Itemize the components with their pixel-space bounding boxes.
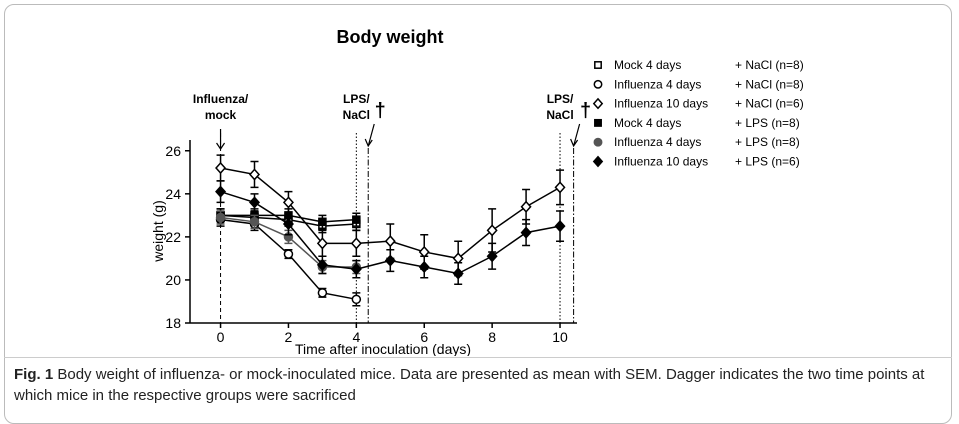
marker: [316, 237, 328, 250]
legend-marker: [593, 79, 603, 89]
marker: [352, 215, 361, 224]
marker: [351, 294, 362, 305]
x-tick-label: 10: [552, 329, 568, 345]
marker: [282, 196, 294, 209]
y-tick-label: 20: [165, 272, 181, 288]
marker: [248, 196, 261, 209]
marker: [215, 212, 226, 223]
marker: [317, 288, 328, 298]
legend-marker: [592, 97, 604, 110]
marker: [282, 217, 294, 231]
marker: [215, 185, 227, 198]
marker: [554, 219, 566, 233]
legend-label: Influenza 4 days: [614, 135, 701, 149]
legend-treatment: + LPS (n=8): [735, 135, 800, 149]
y-tick-label: 22: [165, 229, 181, 245]
x-tick-label: 6: [420, 329, 428, 345]
x-tick-label: 4: [352, 329, 360, 345]
marker: [384, 235, 396, 248]
dagger-arrow: [570, 123, 581, 148]
caption: Fig. 1 Body weight of influenza- or mock…: [14, 364, 939, 406]
marker: [318, 217, 327, 227]
marker: [486, 250, 498, 263]
annotation-arrow: [216, 129, 226, 151]
legend-treatment: + NaCl (n=8): [735, 58, 804, 72]
marker: [554, 181, 566, 194]
x-tick-label: 0: [217, 329, 225, 345]
legend-label: Influenza 10 days: [614, 97, 708, 111]
legend-marker: [592, 155, 604, 168]
legend-label: Influenza 4 days: [614, 77, 701, 91]
x-axis-label: Time after inoculation (days): [295, 341, 471, 356]
annotation-text: LPS/: [343, 92, 370, 106]
legend-label: Mock 4 days: [614, 116, 681, 130]
marker: [215, 161, 227, 175]
annotation-text: mock: [205, 108, 237, 122]
chart-title: Body weight: [337, 27, 444, 47]
y-tick-label: 24: [165, 186, 181, 202]
marker: [486, 224, 498, 237]
legend-treatment: + NaCl (n=6): [735, 97, 804, 111]
page: Body weight Time after inoculation (days…: [4, 4, 952, 424]
marker: [418, 245, 430, 259]
dagger-arrow: [364, 123, 375, 148]
caption-separator: [4, 357, 952, 358]
legend-treatment: + LPS (n=8): [735, 116, 800, 130]
legend-treatment: + NaCl (n=8): [735, 77, 804, 91]
x-tick-label: 8: [488, 329, 496, 345]
marker: [452, 267, 464, 280]
annotation-text: LPS/: [547, 92, 574, 106]
chart: Body weight Time after inoculation (days…: [150, 27, 804, 356]
marker: [316, 258, 328, 271]
marker: [283, 249, 294, 259]
marker: [350, 263, 362, 276]
annotation-text: NaCl: [343, 108, 370, 122]
annotation-text: NaCl: [546, 108, 573, 122]
legend-label: Influenza 10 days: [614, 155, 708, 169]
dagger: †: [580, 100, 591, 122]
marker: [249, 217, 260, 227]
legend-marker: [594, 118, 602, 127]
dagger: †: [375, 100, 386, 122]
marker: [384, 254, 396, 267]
marker: [520, 226, 532, 239]
legend-marker: [593, 137, 603, 147]
y-tick-label: 18: [165, 315, 181, 331]
caption-label: Fig. 1: [14, 366, 54, 383]
x-tick-label: 2: [285, 329, 293, 345]
legend-treatment: + LPS (n=6): [735, 155, 800, 169]
annotation-text: Influenza/: [193, 92, 249, 106]
marker: [350, 237, 362, 250]
y-tick-label: 26: [165, 143, 181, 159]
marker: [520, 200, 532, 213]
marker: [248, 168, 261, 181]
marker: [418, 260, 430, 274]
legend-marker: [594, 61, 602, 69]
legend-label: Mock 4 days: [614, 58, 681, 72]
caption-text: Body weight of influenza- or mock-inocul…: [14, 366, 925, 404]
y-axis-label: weight (g): [150, 200, 166, 262]
